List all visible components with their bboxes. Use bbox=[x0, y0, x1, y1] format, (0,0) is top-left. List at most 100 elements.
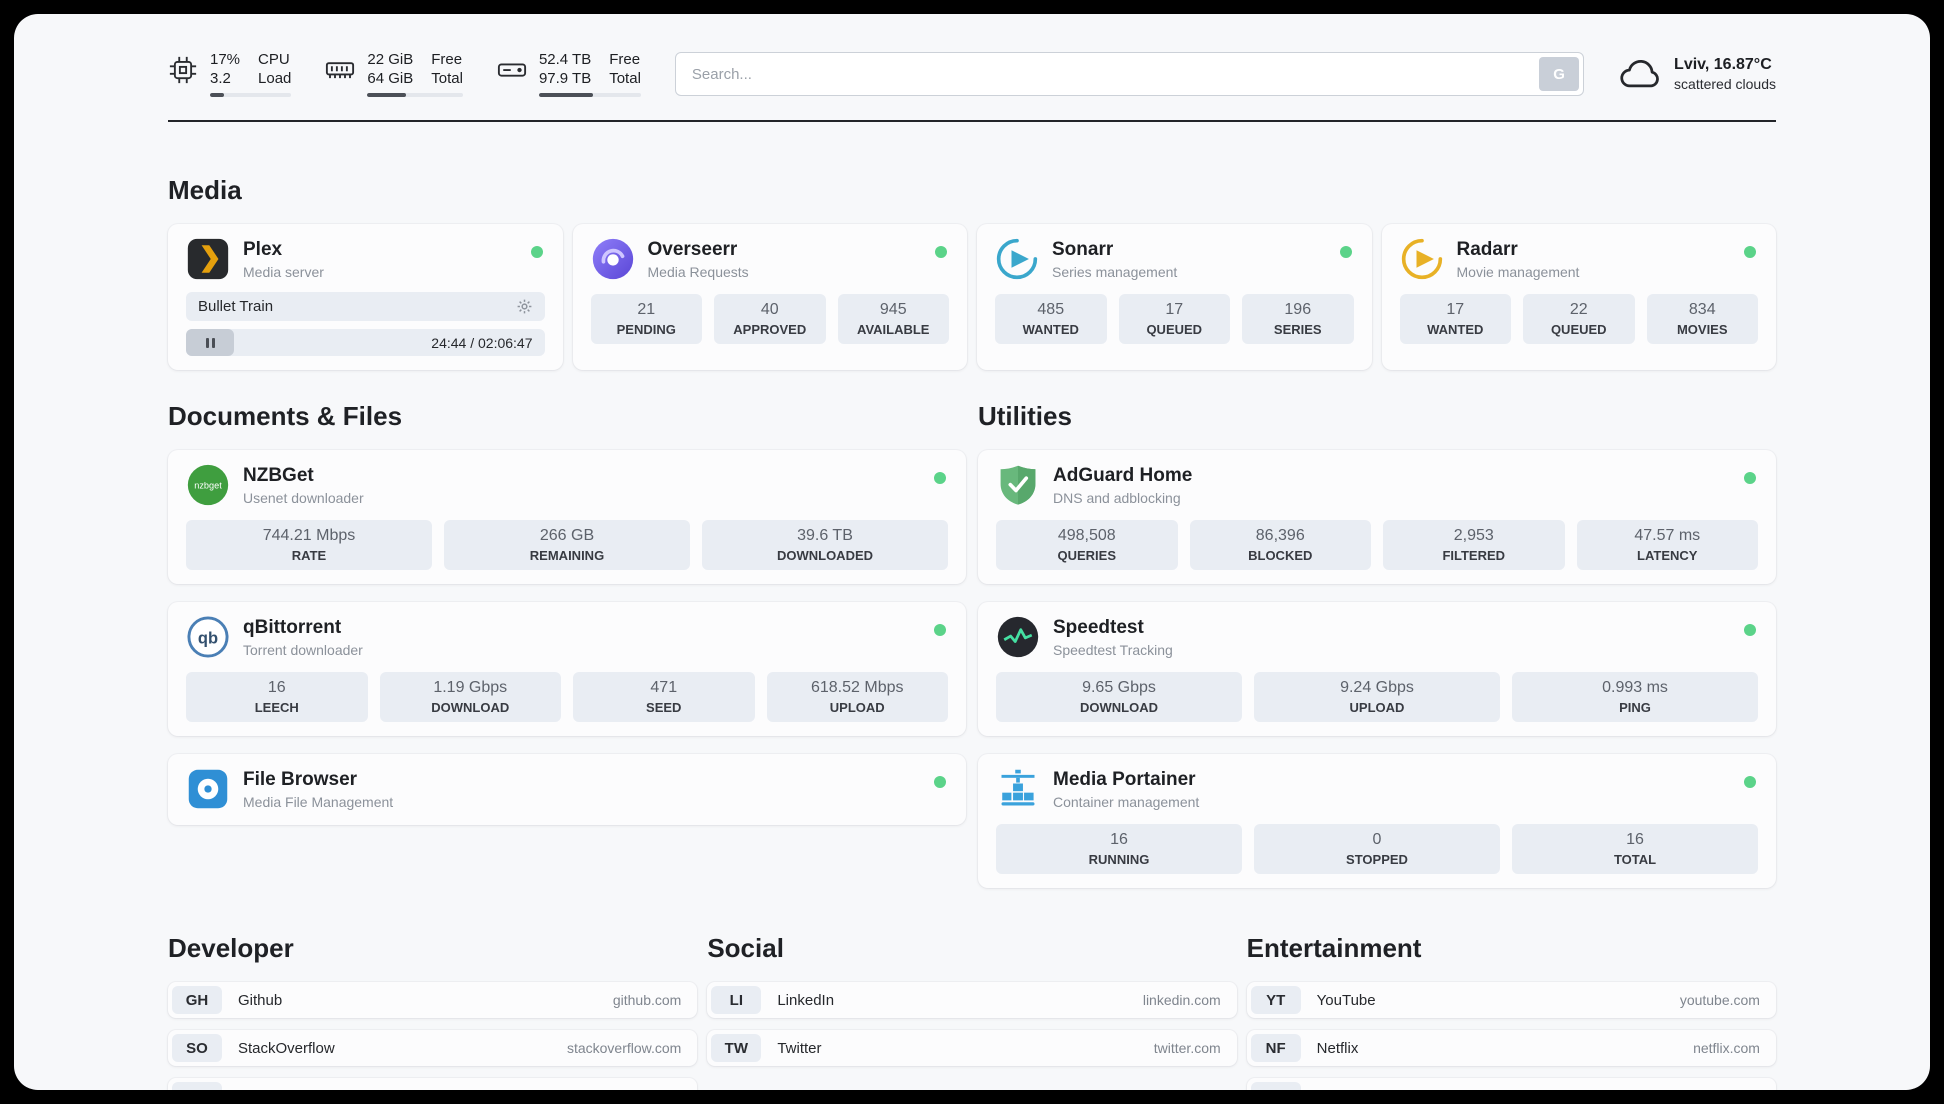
app-link-nzbget[interactable]: nzbget NZBGet Usenet downloader bbox=[186, 463, 948, 507]
app-subtitle: Media Requests bbox=[647, 263, 749, 280]
stat-tile: 16 RUNNING bbox=[996, 824, 1242, 874]
search-input[interactable] bbox=[674, 52, 1585, 96]
stat-tile: 945 AVAILABLE bbox=[837, 294, 949, 344]
cpu-widget: 17% CPU 3.2 Load bbox=[168, 51, 292, 97]
app-card-nzbget: nzbget NZBGet Usenet downloader 744.21 M… bbox=[168, 450, 966, 584]
weather-location: Lviv, 16.87°C bbox=[1674, 56, 1772, 73]
bookmark-abbr: NF bbox=[1250, 1034, 1301, 1062]
app-link-radarr[interactable]: Radarr Movie management bbox=[1400, 237, 1759, 281]
app-name: Sonarr bbox=[1052, 238, 1114, 260]
stat-label: MOVIES bbox=[1676, 322, 1728, 337]
bookmark-name: DEV bbox=[238, 1088, 269, 1091]
status-dot bbox=[1744, 776, 1756, 788]
app-card-overseerr: Overseerr Media Requests 21 PENDING 40 A… bbox=[572, 224, 967, 370]
app-link-sonarr[interactable]: Sonarr Series management bbox=[995, 237, 1354, 281]
app-link-portainer[interactable]: Media Portainer Container management bbox=[996, 767, 1758, 811]
stat-tile: 47.57 ms LATENCY bbox=[1576, 520, 1758, 570]
app-link-plex[interactable]: Plex Media server bbox=[186, 237, 545, 281]
app-link-speedtest[interactable]: Speedtest Speedtest Tracking bbox=[996, 615, 1758, 659]
bookmark-reddit[interactable]: RE Reddit reddit.com bbox=[1246, 1078, 1776, 1090]
stat-tile: 485 WANTED bbox=[995, 294, 1107, 344]
app-subtitle: Series management bbox=[1052, 263, 1178, 280]
cpu-label-top: CPU bbox=[258, 51, 290, 68]
stats-row: 9.65 Gbps DOWNLOAD 9.24 Gbps UPLOAD 0.99… bbox=[996, 672, 1758, 722]
stat-value: 39.6 TB bbox=[797, 527, 853, 544]
weather-widget: Lviv, 16.87°C scattered clouds bbox=[1618, 52, 1776, 96]
qbittorrent-icon: qb bbox=[186, 615, 230, 659]
stat-value: 17 bbox=[1165, 301, 1184, 318]
bookmark-stackoverflow[interactable]: SO StackOverflow stackoverflow.com bbox=[168, 1030, 698, 1066]
app-subtitle: Movie management bbox=[1456, 263, 1580, 280]
bookmark-dev[interactable]: DT DEV dev.to bbox=[168, 1078, 698, 1091]
stat-label: RATE bbox=[291, 548, 327, 563]
stats-row: 744.21 Mbps RATE 266 GB REMAINING 39.6 T… bbox=[186, 520, 948, 570]
now-playing-row: Bullet Train bbox=[186, 292, 545, 321]
stat-label: SERIES bbox=[1273, 322, 1322, 337]
bookmark-linkedin[interactable]: LI LinkedIn linkedin.com bbox=[707, 982, 1237, 1018]
stat-tile: 744.21 Mbps RATE bbox=[186, 520, 432, 570]
stat-tile: 618.52 Mbps UPLOAD bbox=[766, 672, 948, 722]
app-name: File Browser bbox=[243, 768, 358, 790]
stat-tile: 17 QUEUED bbox=[1118, 294, 1230, 344]
app-link-overseerr[interactable]: Overseerr Media Requests bbox=[591, 237, 950, 281]
stat-tile: 39.6 TB DOWNLOADED bbox=[702, 520, 948, 570]
dashboard-page: 17% CPU 3.2 Load 22 GiB Free 64 GiB Tota… bbox=[14, 14, 1930, 1090]
bookmark-url: stackoverflow.com bbox=[566, 1040, 682, 1056]
stat-value: 0 bbox=[1372, 831, 1382, 848]
bookmark-twitter[interactable]: TW Twitter twitter.com bbox=[707, 1030, 1237, 1066]
stats-row: 16 RUNNING 0 STOPPED 16 TOTAL bbox=[996, 824, 1758, 874]
stat-label: LEECH bbox=[254, 700, 299, 715]
app-name: Radarr bbox=[1456, 238, 1518, 260]
overseerr-icon bbox=[591, 237, 635, 281]
pause-button[interactable] bbox=[186, 329, 234, 356]
bookmark-youtube[interactable]: YT YouTube youtube.com bbox=[1246, 982, 1776, 1018]
app-meta: Radarr Movie management bbox=[1457, 239, 1580, 280]
status-dot bbox=[935, 246, 947, 258]
bookmarks-developer: Developer GH Github github.com SO StackO… bbox=[168, 932, 698, 1091]
search-engine-button[interactable]: G bbox=[1539, 57, 1580, 91]
section-title-social: Social bbox=[707, 933, 784, 963]
settings-gear-icon[interactable] bbox=[516, 298, 533, 315]
bookmark-url: dev.to bbox=[644, 1088, 681, 1090]
bookmark-url: github.com bbox=[612, 992, 682, 1008]
app-link-qbittorrent[interactable]: qb qBittorrent Torrent downloader bbox=[186, 615, 948, 659]
app-name: AdGuard Home bbox=[1053, 464, 1193, 486]
speedtest-icon bbox=[996, 615, 1040, 659]
section-title-documents: Documents & Files bbox=[168, 401, 403, 431]
bookmarks-entertainment: Entertainment YT YouTube youtube.com NF … bbox=[1246, 932, 1776, 1090]
ram-label-top: Free bbox=[431, 51, 463, 68]
stat-label: UPLOAD bbox=[1349, 700, 1405, 715]
app-subtitle: Torrent downloader bbox=[243, 641, 363, 658]
cpu-load: 3.2 bbox=[210, 70, 231, 87]
stat-value: 9.24 Gbps bbox=[1340, 679, 1414, 696]
stat-value: 22 bbox=[1569, 301, 1588, 318]
app-subtitle: Container management bbox=[1053, 793, 1200, 810]
bookmark-name: LinkedIn bbox=[777, 991, 835, 1009]
stat-label: WANTED bbox=[1427, 322, 1484, 337]
utilities-column: Utilities AdGuard Home bbox=[978, 400, 1776, 888]
stat-label: SEED bbox=[646, 700, 682, 715]
app-card-sonarr: Sonarr Series management 485 WANTED 17 Q… bbox=[977, 224, 1372, 370]
bookmark-abbr: SO bbox=[172, 1034, 222, 1062]
stat-tile: 17 WANTED bbox=[1399, 294, 1511, 344]
app-card-filebrowser: File Browser Media File Management bbox=[168, 754, 966, 825]
stat-value: 498,508 bbox=[1057, 527, 1116, 544]
bookmark-abbr: TW bbox=[711, 1034, 762, 1062]
utilities-stack: AdGuard Home DNS and adblocking 498,508 … bbox=[978, 450, 1776, 888]
status-dot bbox=[934, 472, 946, 484]
disk-free: 52.4 TB bbox=[538, 51, 592, 68]
bookmark-list: GH Github github.com SO StackOverflow st… bbox=[168, 982, 698, 1091]
stat-tile: 22 QUEUED bbox=[1523, 294, 1635, 344]
bookmark-github[interactable]: GH Github github.com bbox=[168, 982, 698, 1018]
app-link-adguard[interactable]: AdGuard Home DNS and adblocking bbox=[996, 463, 1758, 507]
app-link-filebrowser[interactable]: File Browser Media File Management bbox=[186, 767, 948, 811]
app-card-radarr: Radarr Movie management 17 WANTED 22 QUE… bbox=[1381, 224, 1776, 370]
stat-label: DOWNLOAD bbox=[1080, 700, 1158, 715]
disk-values: 52.4 TB Free 97.9 TB Total bbox=[539, 51, 641, 87]
stat-value: 1.19 Gbps bbox=[433, 679, 508, 696]
stat-value: 17 bbox=[1446, 301, 1465, 318]
stat-label: DOWNLOADED bbox=[776, 548, 874, 563]
bookmark-netflix[interactable]: NF Netflix netflix.com bbox=[1246, 1030, 1776, 1066]
stat-value: 744.21 Mbps bbox=[262, 527, 356, 544]
